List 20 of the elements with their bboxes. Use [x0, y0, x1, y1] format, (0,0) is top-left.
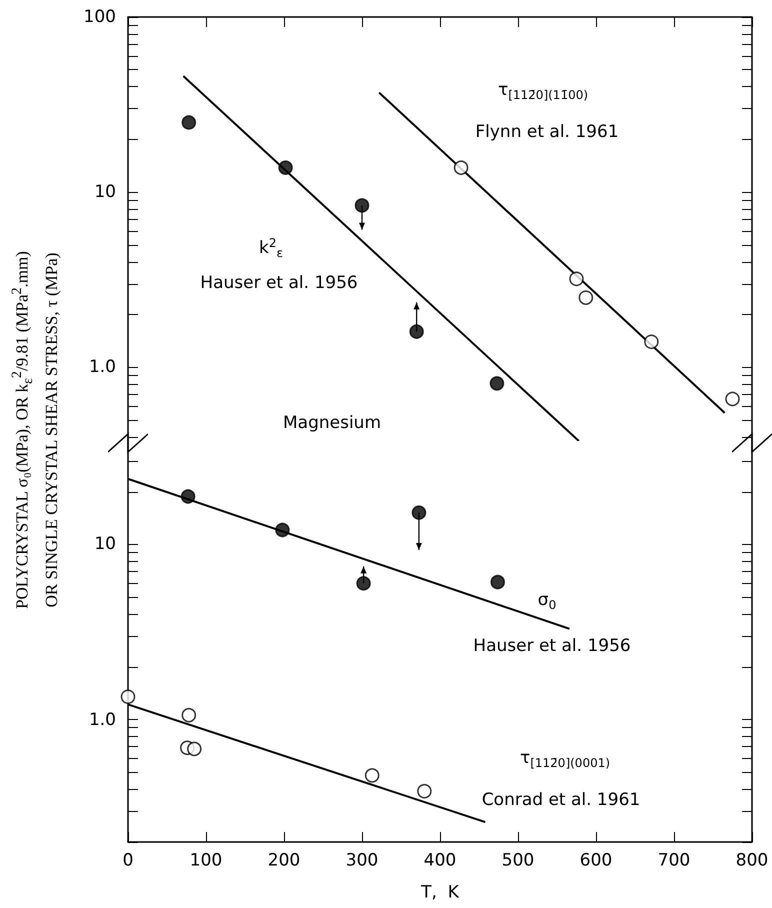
- x-tick-label: 800: [736, 850, 768, 870]
- annotation: Conrad et al. 1961: [482, 790, 640, 810]
- annotation: Magnesium: [282, 413, 382, 433]
- x-tick-label: 0: [122, 850, 134, 870]
- x-tick-label: 300: [346, 850, 378, 870]
- x-tick-label: 600: [580, 850, 612, 870]
- x-tick-label: 200: [268, 850, 300, 870]
- annotation: Hauser et al. 1956: [473, 636, 631, 656]
- y-tick-label: 10: [94, 181, 116, 204]
- x-tick-label: 500: [502, 850, 534, 870]
- x-tick-label: 400: [424, 850, 456, 870]
- y-tick-label: 100: [84, 6, 116, 28]
- annotation: Hauser et al. 1956: [200, 273, 358, 293]
- y-tick-label: 1.0: [88, 356, 116, 378]
- x-tick-label: 100: [190, 850, 222, 870]
- y-tick-label: 10: [94, 533, 116, 556]
- x-axis-title: T, K: [420, 882, 460, 902]
- annotation: Flynn et al. 1961: [475, 122, 619, 142]
- y-tick-label: 1.0: [88, 708, 116, 731]
- x-tick-label: 700: [658, 850, 690, 870]
